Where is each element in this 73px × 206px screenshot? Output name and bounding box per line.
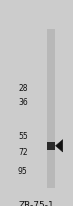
Text: 28: 28 [18,83,28,92]
Text: 36: 36 [18,97,28,106]
Text: ZR-75-1: ZR-75-1 [19,200,54,206]
Text: 55: 55 [18,131,28,140]
Bar [47,142,55,150]
Text: 95: 95 [18,166,28,175]
Text: 72: 72 [18,147,28,156]
Bar [47,30,55,188]
Polygon shape [55,140,63,152]
